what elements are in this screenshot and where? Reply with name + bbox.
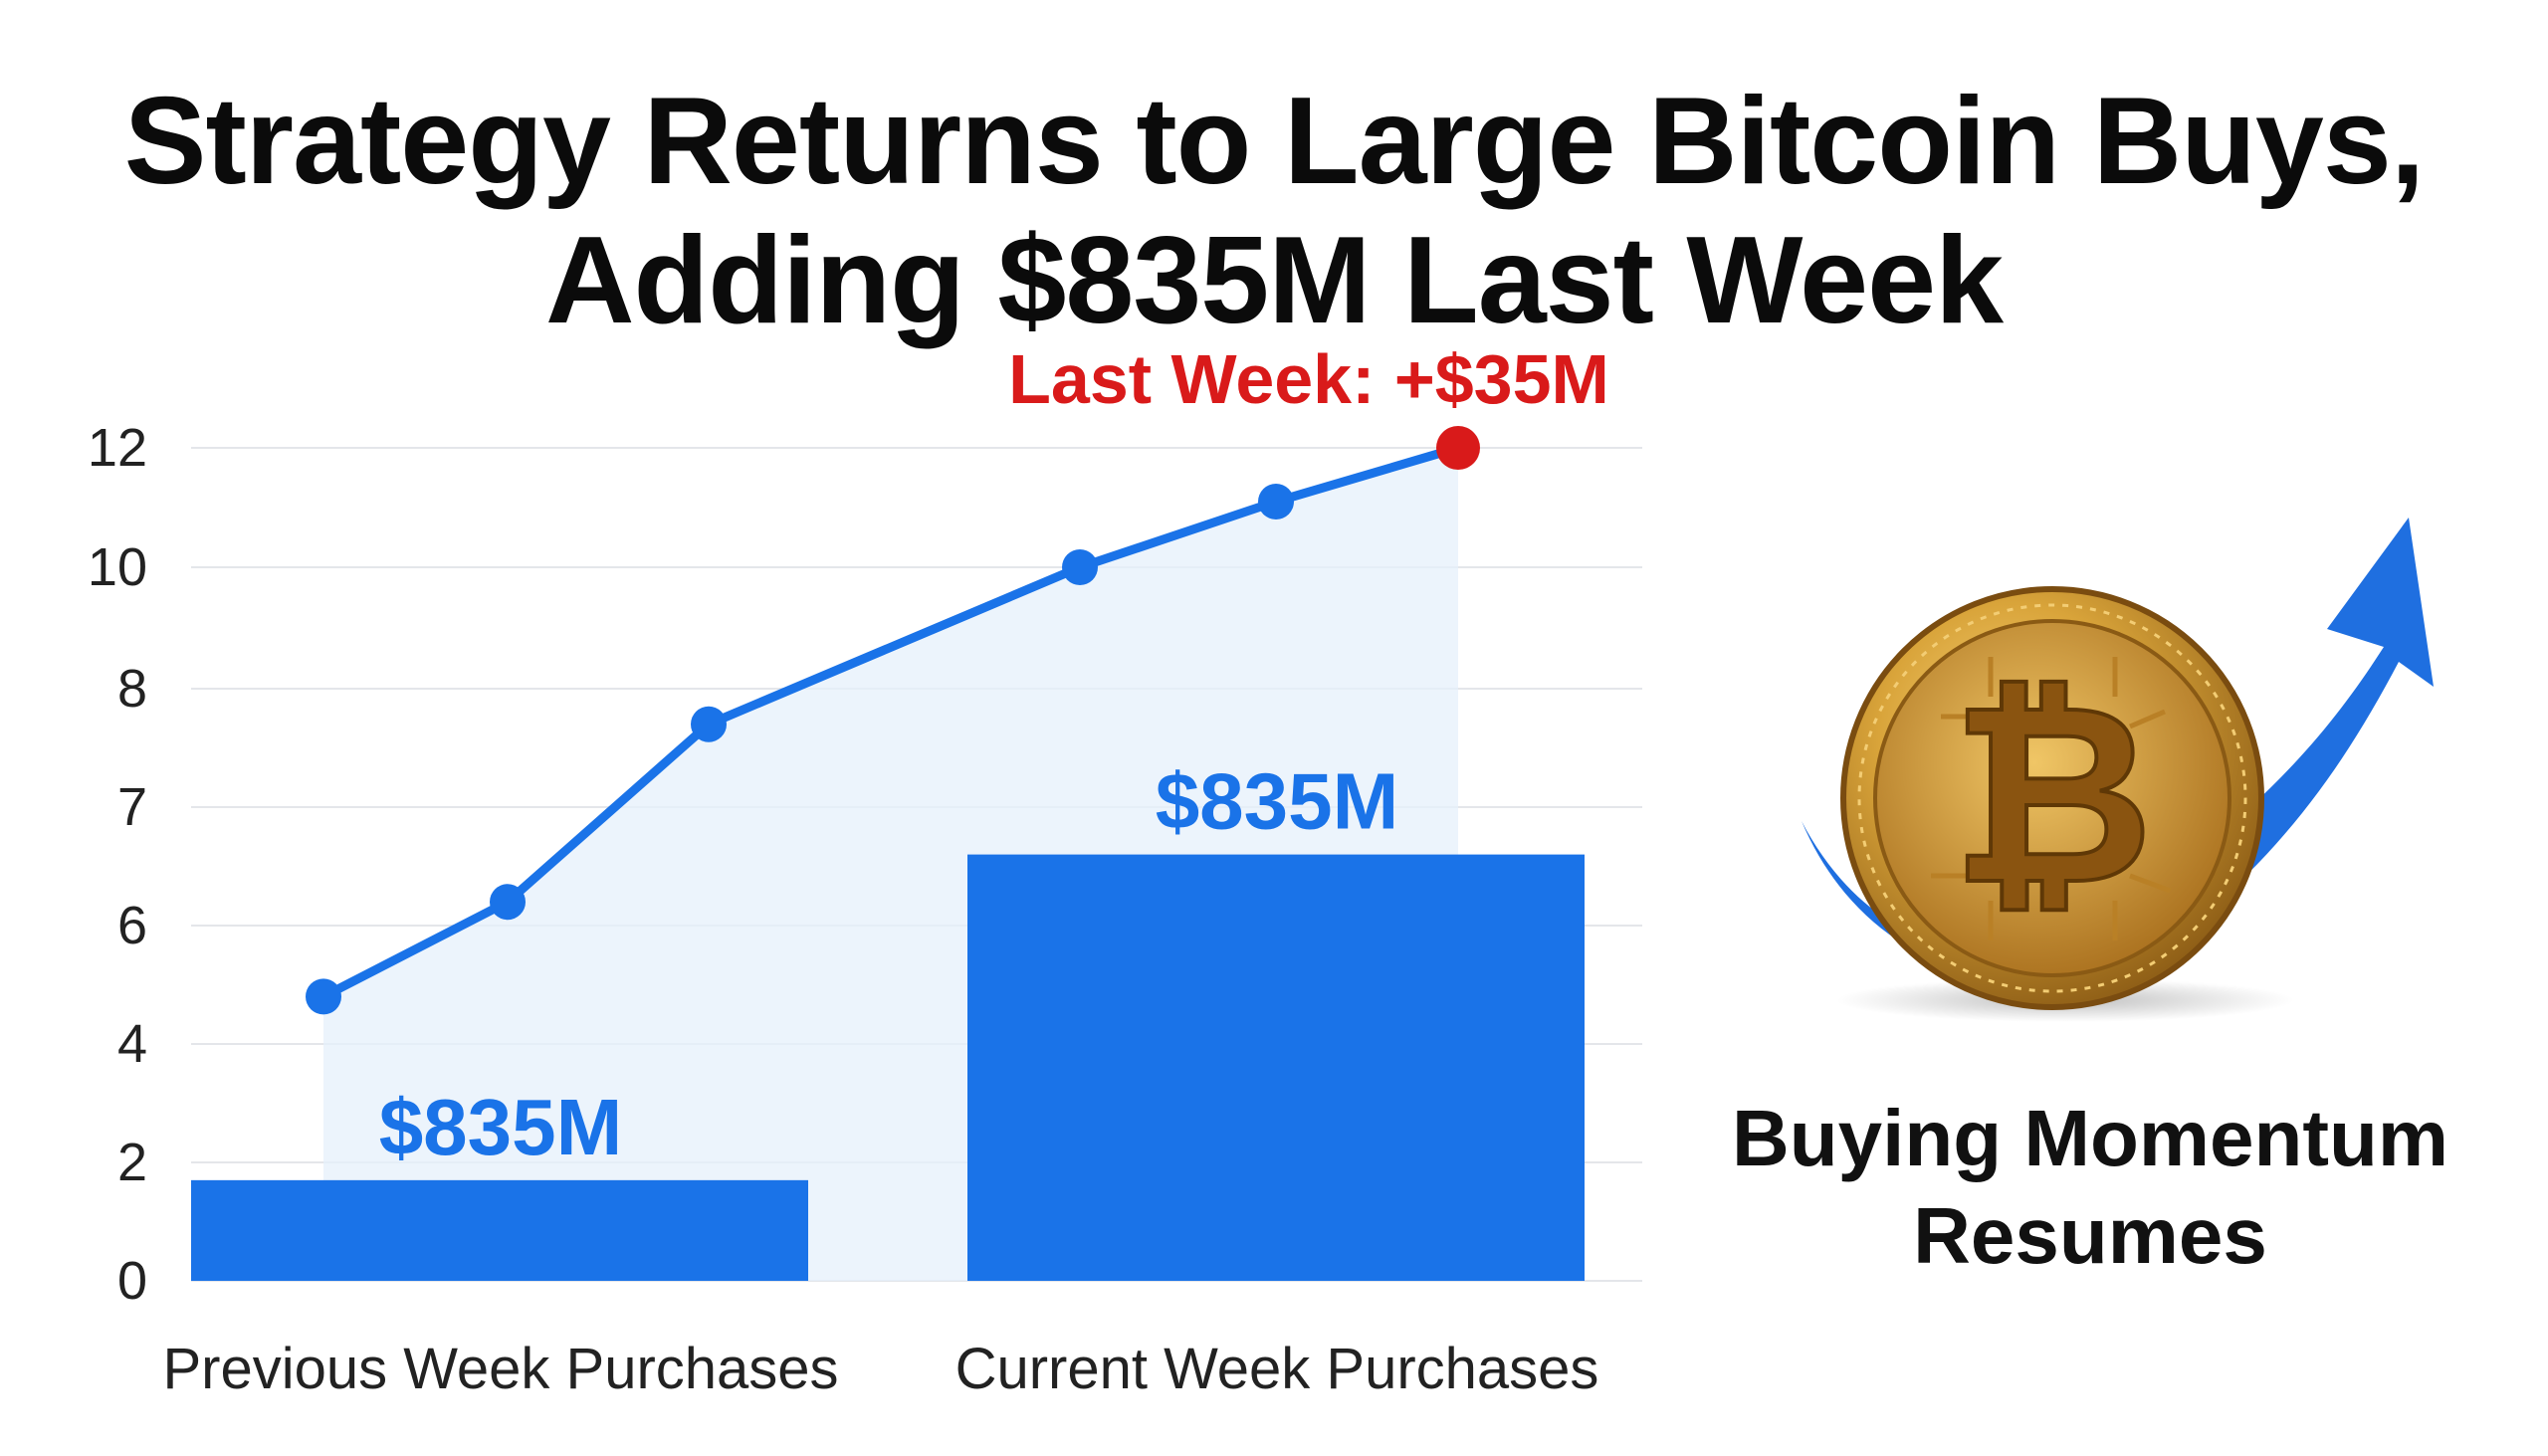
highlight-label: Last Week: +$35M xyxy=(1008,340,1609,418)
page-title: Strategy Returns to Large Bitcoin Buys, … xyxy=(0,72,2548,350)
side-caption: Buying Momentum Resumes xyxy=(1642,1090,2538,1285)
title-line-1: Strategy Returns to Large Bitcoin Buys, xyxy=(123,73,2426,210)
side-caption-line-2: Resumes xyxy=(1913,1191,2267,1280)
bar xyxy=(967,854,1585,1281)
side-caption-line-1: Buying Momentum xyxy=(1732,1094,2448,1182)
bars xyxy=(191,854,1585,1281)
line-point xyxy=(490,884,526,921)
svg-text:₿: ₿ xyxy=(1951,650,2154,939)
line-point xyxy=(1258,484,1294,520)
line-path xyxy=(318,443,1463,1001)
y-tick-label: 7 xyxy=(117,777,147,837)
x-category-label: Previous Week Purchases xyxy=(162,1337,838,1401)
labels: 0 2 4 6 7 8 10 12 $835M Previous Week Purchases $8… xyxy=(88,340,1609,1401)
y-tick-label: 2 xyxy=(117,1133,147,1192)
line-point xyxy=(691,706,727,742)
line-point xyxy=(1062,549,1098,585)
y-tick-label: 8 xyxy=(117,659,147,719)
bar-value-label: $835M xyxy=(379,1083,623,1171)
y-tick-label: 6 xyxy=(117,896,147,955)
x-category-label: Current Week Purchases xyxy=(956,1337,1599,1401)
bar-value-label: $835M xyxy=(1156,757,1399,846)
y-tick-label: 4 xyxy=(117,1014,147,1074)
title-line-2: Adding $835M Last Week xyxy=(544,212,2004,349)
line-point xyxy=(306,978,341,1015)
bitcoin-coin-icon: ₿ xyxy=(1840,586,2264,1010)
y-tick-label: 0 xyxy=(117,1251,147,1311)
trend-line xyxy=(306,426,1480,1015)
y-tick-label: 12 xyxy=(88,418,147,478)
highlight-point xyxy=(1436,426,1480,470)
bar xyxy=(191,1179,808,1281)
y-tick-label: 10 xyxy=(88,537,147,597)
